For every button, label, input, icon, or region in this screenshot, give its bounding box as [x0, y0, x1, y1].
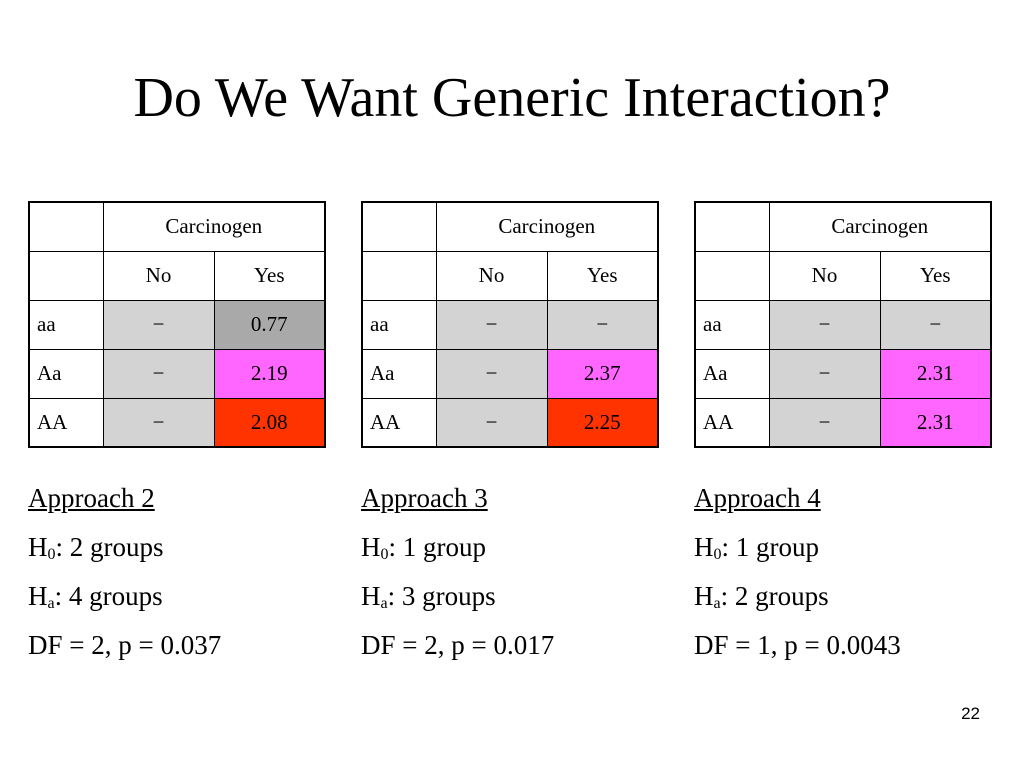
approach-notes: Approach 3 H0: 1 group Ha: 3 groups DF =…	[361, 474, 657, 670]
cell-yes: 2.31	[879, 348, 992, 399]
cell-no: −	[435, 348, 548, 399]
row-label: aa	[361, 299, 437, 350]
null-hypothesis: H0: 1 group	[694, 532, 819, 563]
corner-cell	[28, 201, 104, 252]
genotype-table: Carcinogen No Yes aa − − Aa − 2.37 AA − …	[361, 201, 660, 448]
corner-cell	[28, 250, 104, 301]
genotype-table: Carcinogen No Yes aa − − Aa − 2.31 AA − …	[694, 201, 993, 448]
null-hypothesis: H0: 1 group	[361, 532, 486, 563]
panel-approach-2: Carcinogen No Yes aa − 0.77 Aa − 2.19 AA…	[28, 201, 327, 670]
col-header-no: No	[768, 250, 881, 301]
alt-hypothesis: Ha: 2 groups	[694, 581, 829, 612]
corner-cell	[361, 201, 437, 252]
row-label: AA	[694, 397, 770, 448]
approach-notes: Approach 4 H0: 1 group Ha: 2 groups DF =…	[694, 474, 990, 670]
cell-yes: 0.77	[213, 299, 326, 350]
slide-title: Do We Want Generic Interaction?	[133, 67, 891, 129]
row-label: AA	[361, 397, 437, 448]
page-number: 22	[961, 704, 980, 723]
corner-cell	[361, 250, 437, 301]
null-hypothesis: H0: 2 groups	[28, 532, 164, 563]
panel-approach-3: Carcinogen No Yes aa − − Aa − 2.37 AA − …	[361, 201, 660, 670]
row-label: aa	[694, 299, 770, 350]
cell-yes: −	[546, 299, 659, 350]
panel-approach-4: Carcinogen No Yes aa − − Aa − 2.31 AA − …	[694, 201, 993, 670]
approach-heading: Approach 4	[694, 483, 821, 513]
cell-yes: 2.25	[546, 397, 659, 448]
cell-yes: 2.19	[213, 348, 326, 399]
cell-yes: 2.37	[546, 348, 659, 399]
cell-no: −	[768, 348, 881, 399]
cell-no: −	[435, 299, 548, 350]
df-p-value: DF = 2, p = 0.037	[28, 630, 222, 660]
col-header-yes: Yes	[213, 250, 326, 301]
cell-no: −	[102, 299, 215, 350]
df-p-value: DF = 2, p = 0.017	[361, 630, 555, 660]
row-label: aa	[28, 299, 104, 350]
df-p-value: DF = 1, p = 0.0043	[694, 630, 901, 660]
alt-hypothesis: Ha: 4 groups	[28, 581, 163, 612]
carcinogen-header: Carcinogen	[768, 201, 992, 252]
cell-no: −	[102, 348, 215, 399]
approach-heading: Approach 2	[28, 483, 155, 513]
row-label: Aa	[361, 348, 437, 399]
col-header-no: No	[102, 250, 215, 301]
carcinogen-header: Carcinogen	[102, 201, 326, 252]
row-label: Aa	[694, 348, 770, 399]
cell-no: −	[435, 397, 548, 448]
cell-no: −	[768, 397, 881, 448]
cell-yes: −	[879, 299, 992, 350]
row-label: AA	[28, 397, 104, 448]
col-header-yes: Yes	[546, 250, 659, 301]
col-header-no: No	[435, 250, 548, 301]
cell-yes: 2.08	[213, 397, 326, 448]
corner-cell	[694, 250, 770, 301]
cell-no: −	[768, 299, 881, 350]
approach-heading: Approach 3	[361, 483, 488, 513]
approach-notes: Approach 2 H0: 2 groups Ha: 4 groups DF …	[28, 474, 324, 670]
carcinogen-header: Carcinogen	[435, 201, 659, 252]
alt-hypothesis: Ha: 3 groups	[361, 581, 496, 612]
col-header-yes: Yes	[879, 250, 992, 301]
genotype-table: Carcinogen No Yes aa − 0.77 Aa − 2.19 AA…	[28, 201, 327, 448]
cell-yes: 2.31	[879, 397, 992, 448]
cell-no: −	[102, 397, 215, 448]
row-label: Aa	[28, 348, 104, 399]
corner-cell	[694, 201, 770, 252]
